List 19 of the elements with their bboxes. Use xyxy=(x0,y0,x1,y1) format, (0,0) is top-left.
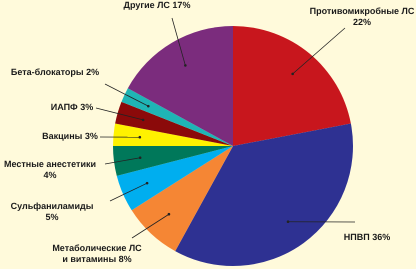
data-label: 5% xyxy=(45,212,59,222)
data-label: 22% xyxy=(352,17,372,27)
slice-label: Бета-блокаторы 2% xyxy=(10,67,100,77)
data-label: 4% xyxy=(43,170,57,180)
slice-label: ИАПФ 3% xyxy=(50,102,94,112)
slice-label: Сульфаниламиды xyxy=(10,201,94,211)
slice-label: Другие ЛС 17% xyxy=(124,0,190,10)
pie-slice xyxy=(121,88,233,146)
slice-label: Местные анестетики xyxy=(4,159,96,169)
slice-label: НПВП 36% xyxy=(344,232,390,242)
pie-slice xyxy=(233,26,351,146)
slice-label: Метаболические ЛС и витамины 8% xyxy=(52,243,142,264)
pie-slice xyxy=(115,102,233,146)
pie-slice xyxy=(113,124,233,146)
slice-label: Противомикробные ЛС xyxy=(310,6,415,16)
pie-slice xyxy=(128,26,233,146)
slice-label: Вакцины 3% xyxy=(42,131,98,141)
pie-slice xyxy=(116,146,233,210)
pie-slice xyxy=(113,146,233,176)
